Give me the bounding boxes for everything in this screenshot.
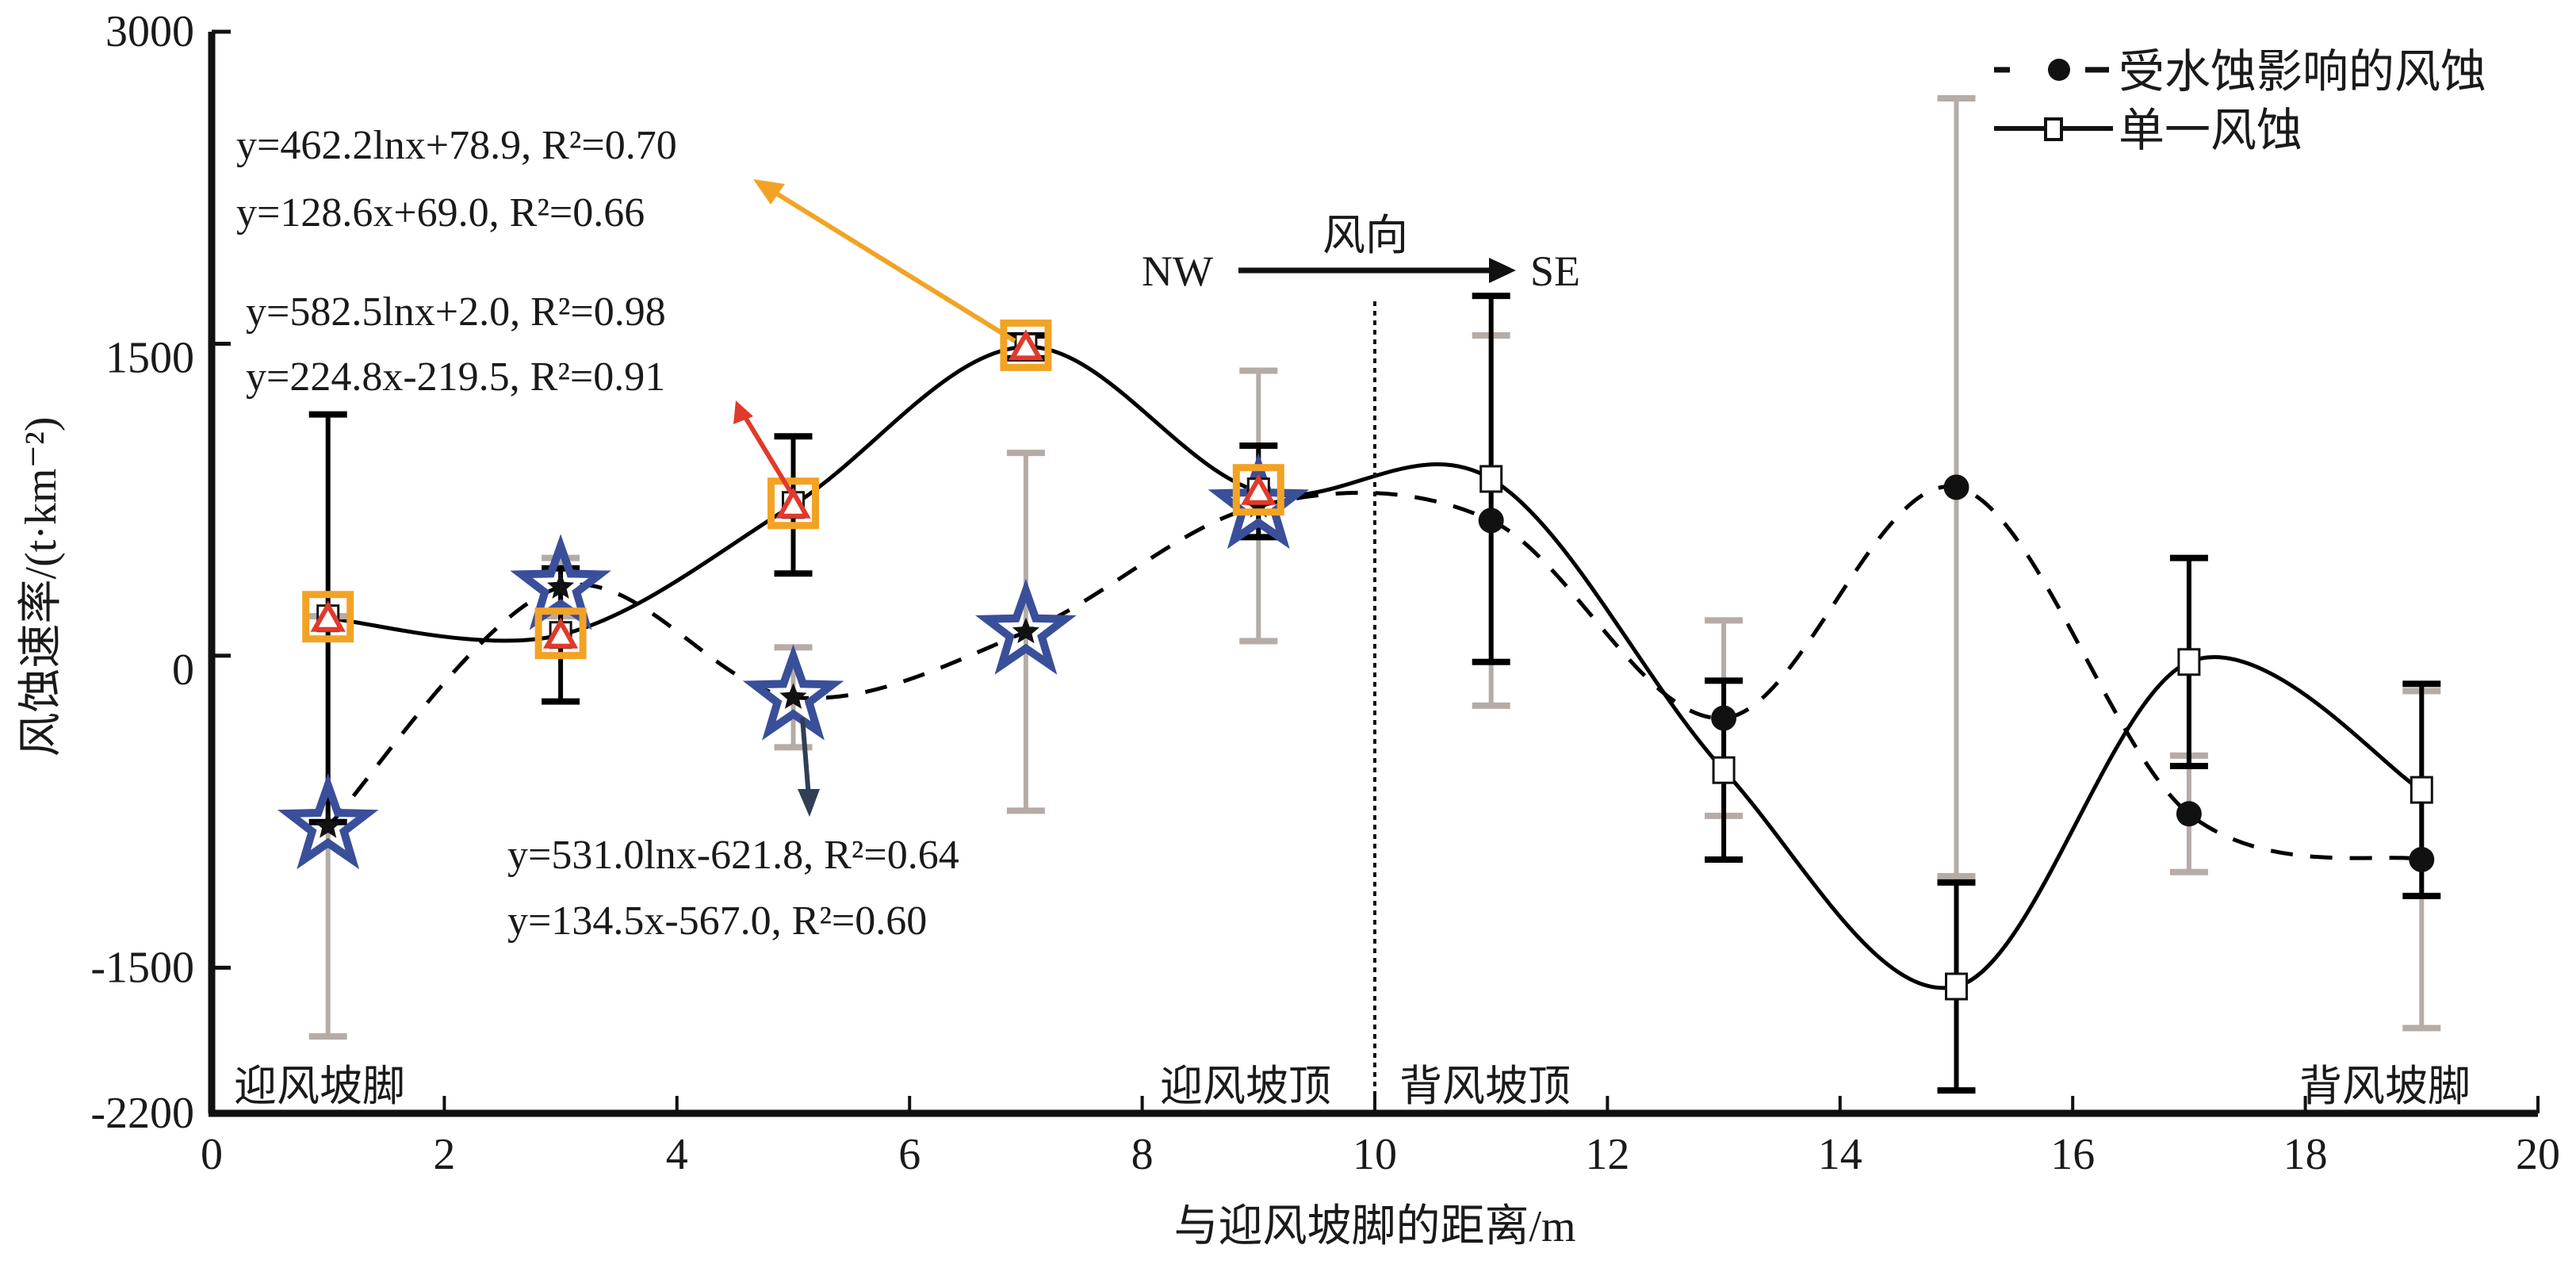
- fit-arrow-orange-head: [753, 179, 785, 205]
- x-tick-label: 8: [1131, 1130, 1154, 1179]
- x-tick-label: 16: [2050, 1130, 2095, 1179]
- wind-direction-label: 风向: [1322, 212, 1408, 259]
- blue-star-marker: [742, 644, 844, 741]
- x-tick-label: 4: [666, 1130, 688, 1179]
- water-affected-marker: [1711, 705, 1737, 731]
- y-tick-label: 3000: [105, 7, 194, 56]
- fit-eq-7-log: y=462.2lnx+78.9, R²=0.70: [236, 123, 677, 168]
- y-tick-label: -1500: [90, 943, 194, 992]
- legend-square-icon: [2044, 117, 2063, 141]
- fit-eq-7-linear: y=128.6x+69.0, R²=0.66: [236, 190, 645, 236]
- x-tick-label: 20: [2516, 1130, 2560, 1179]
- single-wind-marker: [2177, 648, 2201, 676]
- water-affected-marker: [1943, 474, 1969, 500]
- black-star-marker: [779, 683, 807, 709]
- legend-item-water-affected: 受水蚀影响的风蚀: [1994, 46, 2486, 98]
- fit-eq-star-linear: y=134.5x-567.0, R²=0.60: [507, 898, 927, 944]
- y-tick-label: 0: [172, 645, 194, 695]
- water-affected-marker: [1478, 508, 1504, 534]
- legend-circle-icon: [2048, 59, 2070, 81]
- fit-eq-5-linear: y=224.8x-219.5, R²=0.91: [246, 354, 665, 400]
- x-tick-label: 6: [898, 1130, 921, 1179]
- black-star-marker: [547, 573, 575, 599]
- blue-star-marker: [277, 772, 379, 870]
- red-triangle-marker: [1008, 329, 1044, 361]
- red-triangle-marker: [310, 600, 346, 632]
- y-tick-label: -2200: [90, 1089, 194, 1138]
- water-affected-marker: [2409, 846, 2435, 872]
- orange-square-marker: [534, 607, 587, 660]
- orange-square-marker: [302, 591, 354, 643]
- legend-label-water-affected: 受水蚀影响的风蚀: [2119, 46, 2486, 98]
- fit-arrow-red-head: [733, 400, 753, 424]
- wind-from-label: NW: [1142, 247, 1213, 295]
- orange-square-marker: [767, 477, 819, 530]
- label-leeward-top: 背风坡顶: [1399, 1063, 1571, 1110]
- fit-arrow-navy: [800, 717, 811, 798]
- x-tick-label: 10: [1353, 1130, 1397, 1179]
- legend-label-single-wind: 单一风蚀: [2119, 105, 2302, 156]
- water-affected-marker: [2176, 801, 2202, 827]
- red-triangle-marker: [542, 617, 579, 649]
- single-wind-marker: [1712, 756, 1736, 784]
- axes-layer: 0 2 4 6 8 10 12 14 16 18 20 3000 1500 0 -1500 -2200: [90, 7, 2560, 1179]
- red-triangle-marker: [775, 487, 811, 519]
- x-tick-label: 14: [1818, 1130, 1862, 1179]
- y-tick-label: 1500: [105, 333, 194, 382]
- wind-arrow-head: [1489, 258, 1516, 283]
- blue-star-marker: [510, 534, 611, 630]
- black-star-marker: [1012, 617, 1039, 644]
- y-axis-title: 风蚀速率/(t·km⁻²): [17, 417, 66, 757]
- fit-arrow-navy-head: [798, 789, 820, 817]
- label-windward-foot: 迎风坡脚: [234, 1063, 405, 1110]
- single-wind-curve: [327, 344, 2423, 990]
- blue-star-marker: [975, 578, 1077, 675]
- blue-star-marker: [1208, 453, 1310, 550]
- orange-square-marker: [1000, 319, 1052, 371]
- water-affected-curve: [326, 485, 2422, 862]
- single-wind-marker: [2409, 776, 2433, 804]
- legend: 受水蚀影响的风蚀 单一风蚀: [1994, 46, 2486, 156]
- black-star-marker: [314, 812, 342, 838]
- legend-item-single-wind: 单一风蚀: [1994, 105, 2302, 156]
- x-tick-label: 18: [2283, 1130, 2328, 1179]
- fit-eq-star-log: y=531.0lnx-621.8, R²=0.64: [507, 833, 959, 878]
- fit-eq-5-log: y=582.5lnx+2.0, R²=0.98: [246, 289, 666, 335]
- x-tick-label: 0: [201, 1130, 223, 1179]
- single-wind-marker: [1945, 972, 1968, 1001]
- single-wind-marker: [1479, 465, 1503, 493]
- fit-arrow-red: [739, 409, 795, 497]
- fit-arrow-orange: [760, 182, 1016, 343]
- red-triangle-marker: [1241, 473, 1277, 505]
- label-leeward-foot: 背风坡脚: [2299, 1063, 2471, 1110]
- curves-layer: [326, 344, 2423, 990]
- wind-to-label: SE: [1530, 247, 1580, 295]
- x-tick-label: 12: [1585, 1130, 1629, 1179]
- markers-layer: [277, 319, 2435, 1001]
- x-tick-label: 2: [433, 1130, 455, 1179]
- label-windward-top: 迎风坡顶: [1160, 1063, 1331, 1110]
- x-axis-title: 与迎风坡脚的距离/m: [1173, 1202, 1575, 1251]
- orange-square-marker: [1232, 464, 1284, 516]
